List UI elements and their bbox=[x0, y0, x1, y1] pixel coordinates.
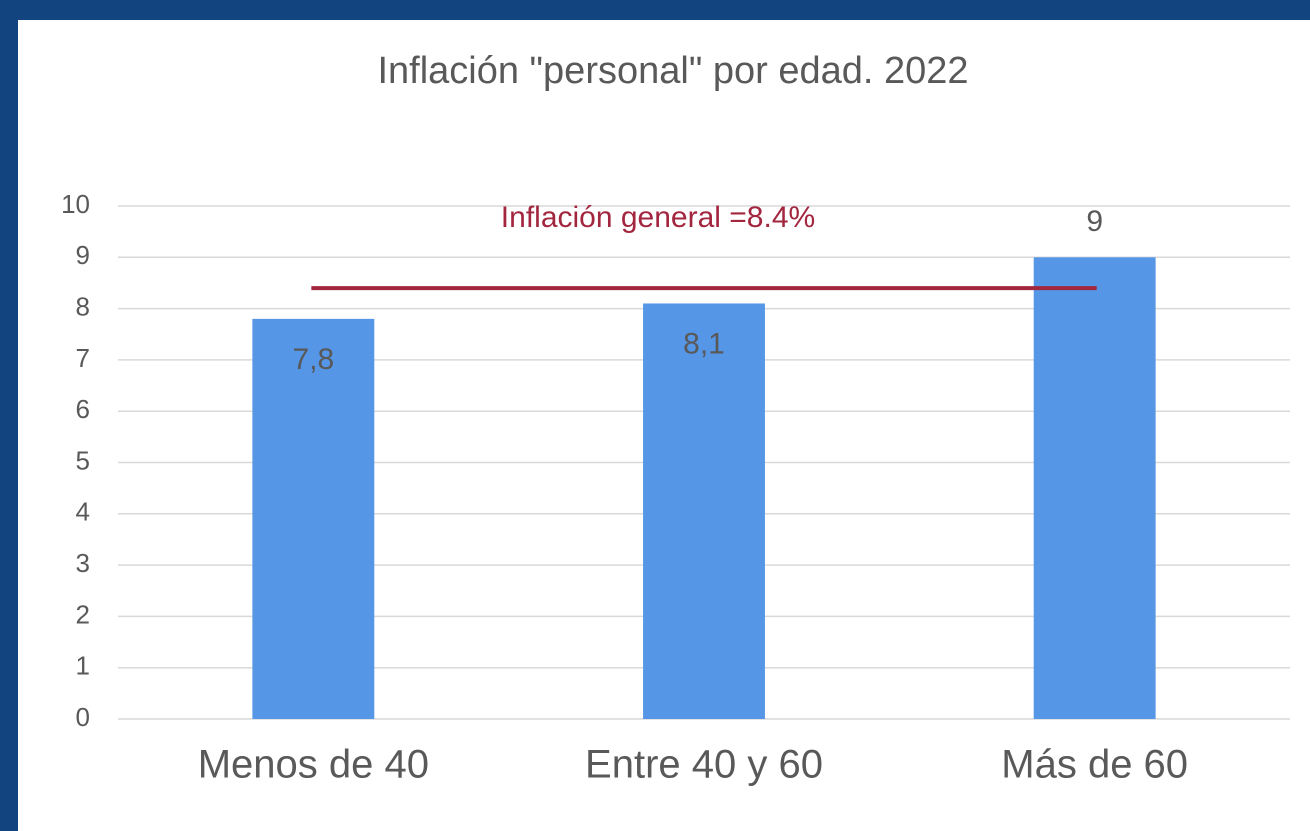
x-tick-label: Entre 40 y 60 bbox=[585, 743, 823, 787]
y-tick-label: 8 bbox=[76, 291, 90, 321]
y-tick-label: 0 bbox=[76, 702, 90, 732]
data-label: 7,8 bbox=[292, 343, 334, 376]
x-tick-label: Menos de 40 bbox=[198, 743, 429, 787]
y-tick-label: 7 bbox=[76, 343, 90, 373]
y-tick-label: 4 bbox=[76, 497, 90, 527]
y-tick-label: 6 bbox=[76, 394, 90, 424]
y-tick-label: 1 bbox=[76, 651, 90, 681]
y-tick-label: 2 bbox=[76, 599, 90, 629]
y-tick-label: 5 bbox=[76, 445, 90, 475]
x-tick-label: Más de 60 bbox=[1001, 743, 1188, 787]
bar bbox=[1033, 257, 1156, 719]
data-label: 9 bbox=[1086, 205, 1103, 238]
bar bbox=[643, 303, 765, 719]
chart-title: Inflación "personal" por edad. 2022 bbox=[377, 50, 968, 92]
bar bbox=[252, 318, 375, 719]
y-tick-label: 9 bbox=[76, 240, 90, 270]
reference-label: Inflación general =8.4% bbox=[501, 201, 815, 234]
y-tick-label: 10 bbox=[61, 189, 90, 219]
data-label: 8,1 bbox=[683, 327, 725, 360]
y-tick-label: 3 bbox=[76, 548, 90, 578]
